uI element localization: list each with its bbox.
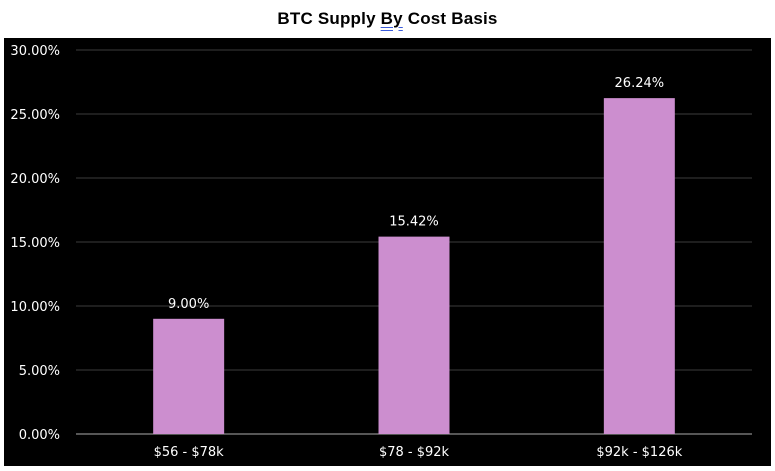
bar	[603, 98, 675, 435]
y-tick-label: 15.00%	[10, 236, 60, 251]
y-tick-label: 30.00%	[10, 44, 60, 59]
y-tick-label: 5.00%	[19, 364, 60, 379]
x-tick-label: $92k - $126k	[596, 445, 682, 460]
chart-title: BTC Supply By Cost Basis	[277, 9, 497, 29]
y-tick-label: 0.00%	[19, 428, 60, 443]
x-tick-label: $56 - $78k	[154, 445, 225, 460]
bars	[153, 98, 675, 435]
bar	[378, 236, 450, 434]
bar	[153, 318, 225, 434]
chart-area: 0.00% 5.00% 10.00% 15.00% 20.00% 25.00% 30.00%…	[4, 38, 771, 466]
data-label: 9.00%	[168, 297, 209, 312]
chart-title-part: BTC Supply	[277, 9, 381, 28]
chart-title-part-underlined: By	[380, 9, 403, 28]
y-tick-label: 25.00%	[10, 108, 60, 123]
data-label: 26.24%	[615, 76, 665, 91]
chart-title-bar: BTC Supply By Cost Basis	[0, 0, 775, 38]
x-tick-label: $78 - $92k	[379, 445, 450, 460]
labels: 0.00% 5.00% 10.00% 15.00% 20.00% 25.00% 30.00%…	[10, 44, 682, 460]
bar-chart: 0.00% 5.00% 10.00% 15.00% 20.00% 25.00% 30.00%…	[10, 44, 752, 460]
data-label: 15.42%	[389, 215, 439, 230]
chart-title-part: Cost Basis	[402, 9, 498, 28]
y-tick-label: 20.00%	[10, 172, 60, 187]
y-tick-label: 10.00%	[10, 300, 60, 315]
